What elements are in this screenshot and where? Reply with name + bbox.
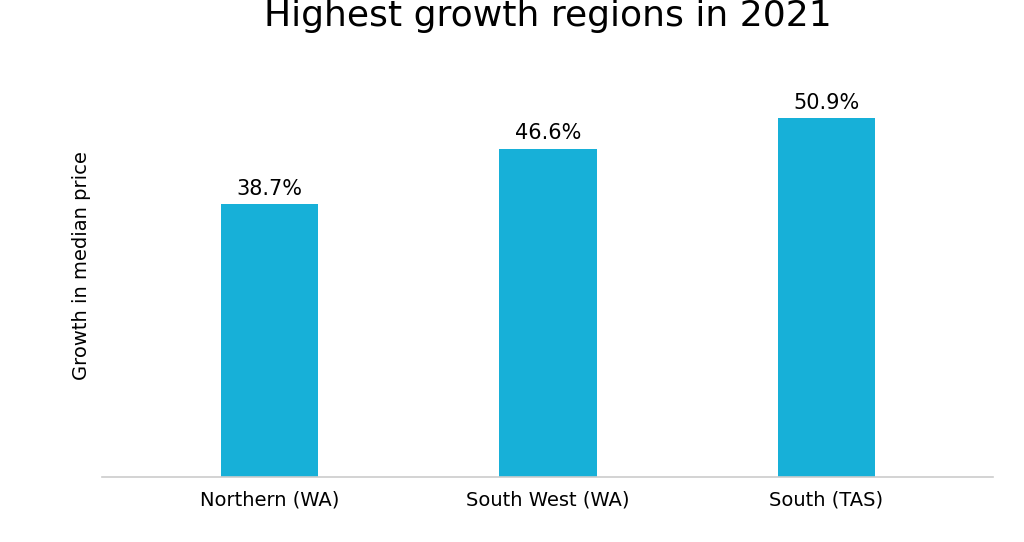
Title: Highest growth regions in 2021: Highest growth regions in 2021 [264, 0, 831, 34]
Text: 46.6%: 46.6% [515, 123, 581, 143]
Text: 50.9%: 50.9% [794, 93, 859, 113]
Bar [499, 149, 597, 477]
Bar [777, 118, 874, 477]
Text: 38.7%: 38.7% [237, 179, 302, 199]
Bar [221, 204, 318, 477]
Y-axis label: Growth in median price: Growth in median price [73, 151, 91, 380]
